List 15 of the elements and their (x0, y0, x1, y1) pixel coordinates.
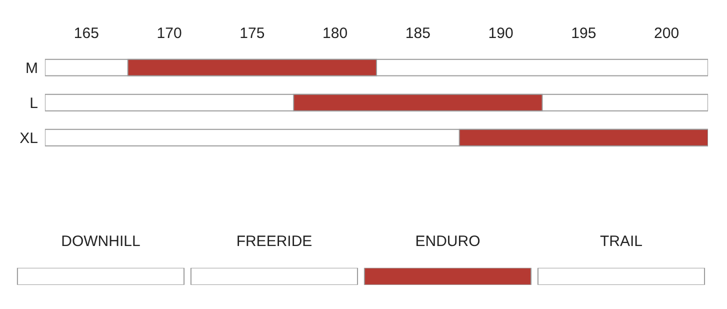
x-tick-label: 170 (156, 25, 182, 42)
y-tick-label: M (25, 60, 38, 77)
y-tick-label: L (30, 94, 38, 112)
x-tick-label: 165 (74, 25, 99, 42)
x-tick-label: ENDURO (415, 232, 480, 250)
x-tick-label: FREERIDE (236, 232, 312, 250)
x-tick-label: 180 (322, 25, 348, 42)
x-tick-label: 175 (240, 25, 265, 42)
x-tick-label: 185 (405, 25, 430, 42)
x-tick-label: 195 (571, 25, 596, 42)
y-tick-label: XL (20, 130, 38, 147)
x-tick-label: 190 (488, 25, 514, 42)
x-tick-label: 200 (654, 25, 680, 42)
x-tick-label: TRAIL (600, 232, 643, 250)
x-tick-label: DOWNHILL (61, 232, 140, 250)
